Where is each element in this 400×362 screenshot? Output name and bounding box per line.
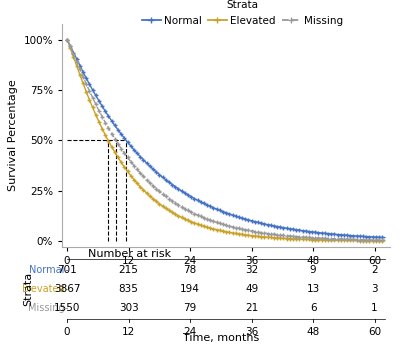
Text: Time, months: Time, months: [183, 333, 259, 343]
Text: 1550: 1550: [54, 303, 80, 313]
Text: Elevated: Elevated: [22, 284, 64, 294]
Text: Normal: Normal: [29, 265, 64, 275]
Text: Strata: Strata: [24, 272, 34, 306]
Text: 3867: 3867: [54, 284, 80, 294]
Text: 60: 60: [368, 327, 381, 337]
Text: 2: 2: [371, 265, 378, 275]
Text: 303: 303: [119, 303, 138, 313]
Text: 0: 0: [64, 327, 70, 337]
Text: 6: 6: [310, 303, 316, 313]
Text: 3: 3: [371, 284, 378, 294]
Text: 194: 194: [180, 284, 200, 294]
Text: 24: 24: [184, 327, 197, 337]
Text: 32: 32: [245, 265, 258, 275]
Text: 13: 13: [306, 284, 320, 294]
Text: Number at risk: Number at risk: [88, 249, 171, 259]
Legend: Normal, Elevated, Missing: Normal, Elevated, Missing: [138, 0, 347, 30]
Text: 48: 48: [306, 327, 320, 337]
Y-axis label: Survival Percentage: Survival Percentage: [8, 79, 18, 191]
Text: Missing: Missing: [28, 303, 64, 313]
Text: 12: 12: [122, 327, 135, 337]
Text: 49: 49: [245, 284, 258, 294]
Text: 1: 1: [371, 303, 378, 313]
Text: 79: 79: [184, 303, 197, 313]
Text: 78: 78: [184, 265, 197, 275]
Text: 9: 9: [310, 265, 316, 275]
Text: 36: 36: [245, 327, 258, 337]
Text: 701: 701: [57, 265, 77, 275]
Text: 215: 215: [119, 265, 138, 275]
Text: 835: 835: [119, 284, 138, 294]
Text: 21: 21: [245, 303, 258, 313]
